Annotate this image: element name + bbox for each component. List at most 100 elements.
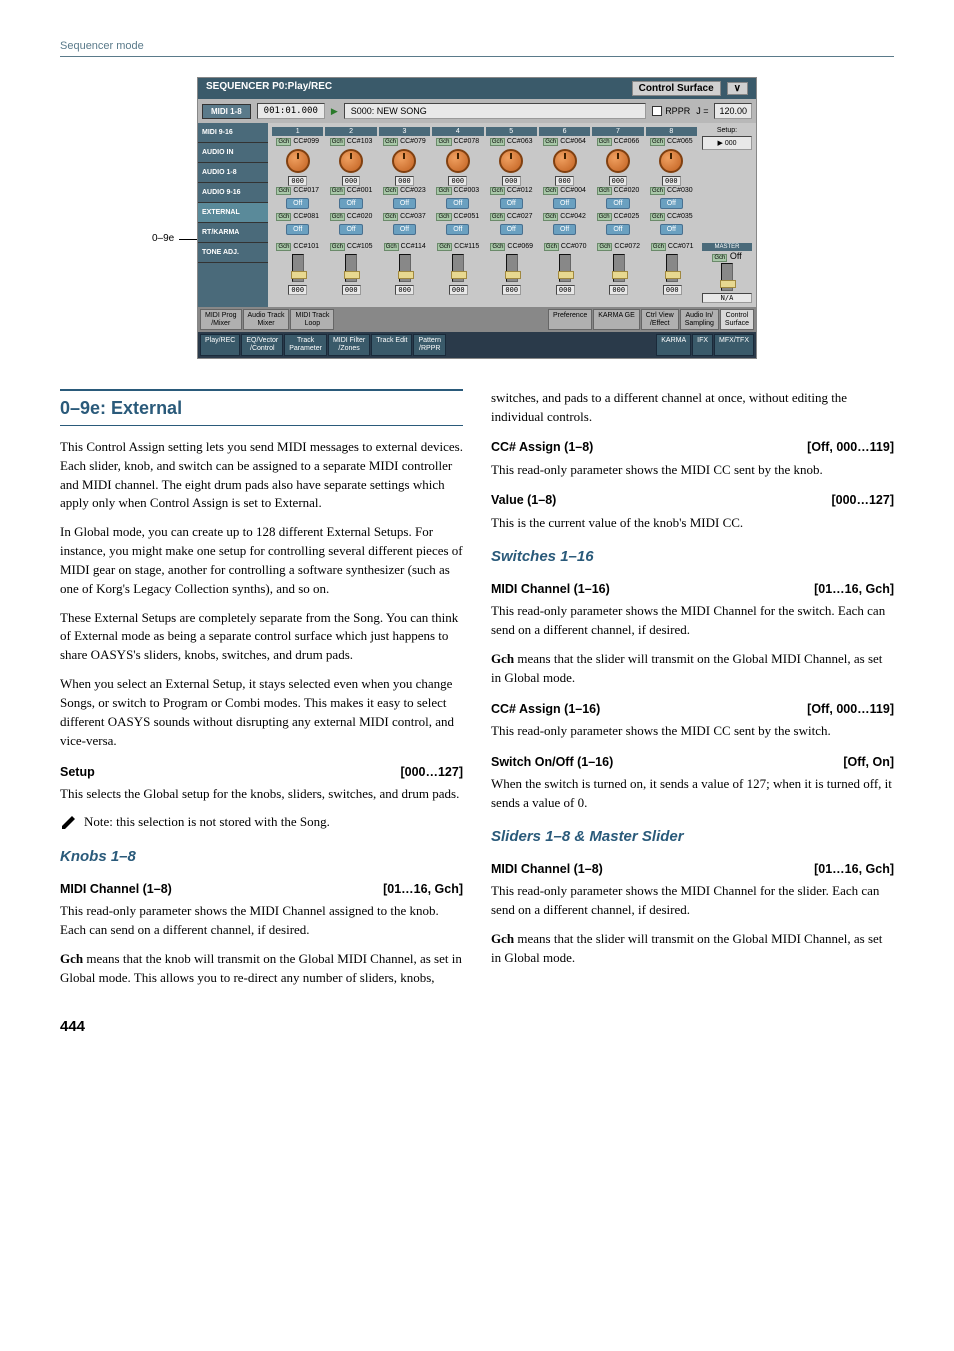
switch[interactable]: Off	[393, 224, 416, 235]
param-name: CC# Assign (1–16)	[491, 700, 600, 718]
param-knobs-midi-ch: MIDI Channel (1–8) [01…16, Gch]	[60, 880, 463, 898]
switch[interactable]: Off	[339, 224, 362, 235]
param-range: [Off, 000…119]	[807, 700, 894, 718]
slider[interactable]	[399, 254, 411, 282]
play-icon[interactable]: ▶	[331, 106, 338, 117]
paragraph: This selects the Global setup for the kn…	[60, 785, 463, 804]
switch[interactable]: Off	[339, 198, 362, 209]
page-tab[interactable]: KARMA GE	[593, 309, 640, 330]
rppr-label: RPPR	[665, 106, 690, 116]
master-cc: Gch Off	[702, 251, 752, 261]
master-slider[interactable]	[721, 263, 733, 291]
page-tabs: MIDI Prog/MixerAudio TrackMixerMIDI Trac…	[198, 307, 756, 332]
switch[interactable]: Off	[393, 198, 416, 209]
setup-value[interactable]: ▶ 000	[702, 136, 752, 150]
control-surface-panel: Setup: ▶ 000 1 2 3 4 5 6 7 8 Gch CC#099G…	[268, 123, 756, 307]
mode-tab[interactable]: EQ/Vector/Control	[241, 334, 283, 355]
sequencer-screenshot: SEQUENCER P0:Play/REC Control Surface ∨ …	[197, 77, 757, 359]
sidebar-external[interactable]: EXTERNAL	[198, 203, 268, 223]
knob[interactable]	[446, 149, 470, 173]
mode-tab[interactable]: IFX	[692, 334, 713, 355]
param-name: Setup	[60, 763, 95, 781]
sw1-state-row: Off Off Off Off Off Off Off Off	[272, 196, 697, 211]
tempo-value[interactable]: 120.00	[714, 103, 752, 119]
switch[interactable]: Off	[553, 198, 576, 209]
switch[interactable]: Off	[446, 198, 469, 209]
mode-tab[interactable]: TrackParameter	[284, 334, 327, 355]
slider[interactable]	[292, 254, 304, 282]
slider[interactable]	[559, 254, 571, 282]
paragraph: This is the current value of the knob's …	[491, 514, 894, 533]
knob[interactable]	[339, 149, 363, 173]
param-name: CC# Assign (1–8)	[491, 438, 593, 456]
switch[interactable]: Off	[286, 224, 309, 235]
menu-icon[interactable]: ∨	[727, 82, 748, 95]
page-tab[interactable]: Ctrl View/Effect	[641, 309, 679, 330]
knob[interactable]	[392, 149, 416, 173]
column-headers: 1 2 3 4 5 6 7 8	[272, 127, 697, 136]
page-tab[interactable]: Audio TrackMixer	[243, 309, 290, 330]
page-tab[interactable]: MIDI Prog/Mixer	[200, 309, 242, 330]
param-name: MIDI Channel (1–8)	[60, 880, 172, 898]
setup-box: Setup: ▶ 000	[702, 127, 752, 150]
slider-cc-row: Gch CC#101Gch CC#105Gch CC#114Gch CC#115…	[272, 243, 698, 250]
switch[interactable]: Off	[606, 198, 629, 209]
sw2-state-row: Off Off Off Off Off Off Off Off	[272, 222, 697, 237]
sidebar-midi-9-16[interactable]: MIDI 9-16	[198, 123, 268, 143]
knob[interactable]	[553, 149, 577, 173]
midi-1-8-tab[interactable]: MIDI 1-8	[202, 104, 251, 119]
sidebar-rt-karma[interactable]: RT/KARMA	[198, 223, 268, 243]
position-counter[interactable]: 001:01.000	[257, 103, 325, 119]
slider[interactable]	[506, 254, 518, 282]
mode-tab[interactable]: MFX/TFX	[714, 334, 754, 355]
rppr-checkbox[interactable]	[652, 106, 662, 116]
col-8: 8	[646, 127, 697, 136]
page-header: Sequencer mode	[60, 40, 894, 57]
transport-row: MIDI 1-8 001:01.000 ▶ S000: NEW SONG RPP…	[198, 99, 756, 123]
switch[interactable]: Off	[286, 198, 309, 209]
page-tab[interactable]: Preference	[548, 309, 592, 330]
slider[interactable]	[666, 254, 678, 282]
knob[interactable]	[606, 149, 630, 173]
knob[interactable]	[499, 149, 523, 173]
surface-dropdown[interactable]: Control Surface	[632, 81, 721, 96]
switch[interactable]: Off	[660, 224, 683, 235]
sidebar-audio-in[interactable]: AUDIO IN	[198, 143, 268, 163]
switch[interactable]: Off	[606, 224, 629, 235]
mode-tab[interactable]: MIDI Filter/Zones	[328, 334, 370, 355]
sidebar-audio-1-8[interactable]: AUDIO 1-8	[198, 163, 268, 183]
switch[interactable]: Off	[500, 198, 523, 209]
slider[interactable]	[345, 254, 357, 282]
sidebar-tone-adj[interactable]: TONE ADJ.	[198, 243, 268, 263]
knob-cc-row: Gch CC#099Gch CC#103Gch CC#079Gch CC#078…	[272, 138, 697, 145]
note: Note: this selection is not stored with …	[60, 813, 463, 832]
mode-tab[interactable]: Track Edit	[371, 334, 412, 355]
paragraph: This read-only parameter shows the MIDI …	[60, 902, 463, 940]
knob[interactable]	[659, 149, 683, 173]
page-tab[interactable]	[335, 309, 547, 330]
switches-heading: Switches 1–16	[491, 546, 894, 568]
sidebar-audio-9-16[interactable]: AUDIO 9-16	[198, 183, 268, 203]
song-name[interactable]: S000: NEW SONG	[344, 103, 646, 119]
paragraph: This read-only parameter shows the MIDI …	[491, 882, 894, 920]
mode-tab[interactable]: Play/REC	[200, 334, 240, 355]
page-number: 444	[60, 1018, 894, 1035]
sw2-cc-row: Gch CC#081Gch CC#020Gch CC#037Gch CC#051…	[272, 213, 697, 220]
param-sw-cc: CC# Assign (1–16) [Off, 000…119]	[491, 700, 894, 718]
switch[interactable]: Off	[446, 224, 469, 235]
mode-tab[interactable]: KARMA	[656, 334, 691, 355]
switch[interactable]: Off	[500, 224, 523, 235]
slider[interactable]	[452, 254, 464, 282]
param-range: [Off, On]	[843, 753, 894, 771]
knob[interactable]	[286, 149, 310, 173]
page-tab[interactable]: ControlSurface	[720, 309, 754, 330]
switch[interactable]: Off	[660, 198, 683, 209]
slider[interactable]	[613, 254, 625, 282]
switch[interactable]: Off	[553, 224, 576, 235]
paragraph: When you select an External Setup, it st…	[60, 675, 463, 750]
mode-tab[interactable]: Pattern/RPPR	[413, 334, 446, 355]
param-knobs-cc: CC# Assign (1–8) [Off, 000…119]	[491, 438, 894, 456]
page-tab[interactable]: MIDI TrackLoop	[290, 309, 334, 330]
mode-tab[interactable]	[447, 334, 655, 355]
page-tab[interactable]: Audio In/Sampling	[680, 309, 719, 330]
